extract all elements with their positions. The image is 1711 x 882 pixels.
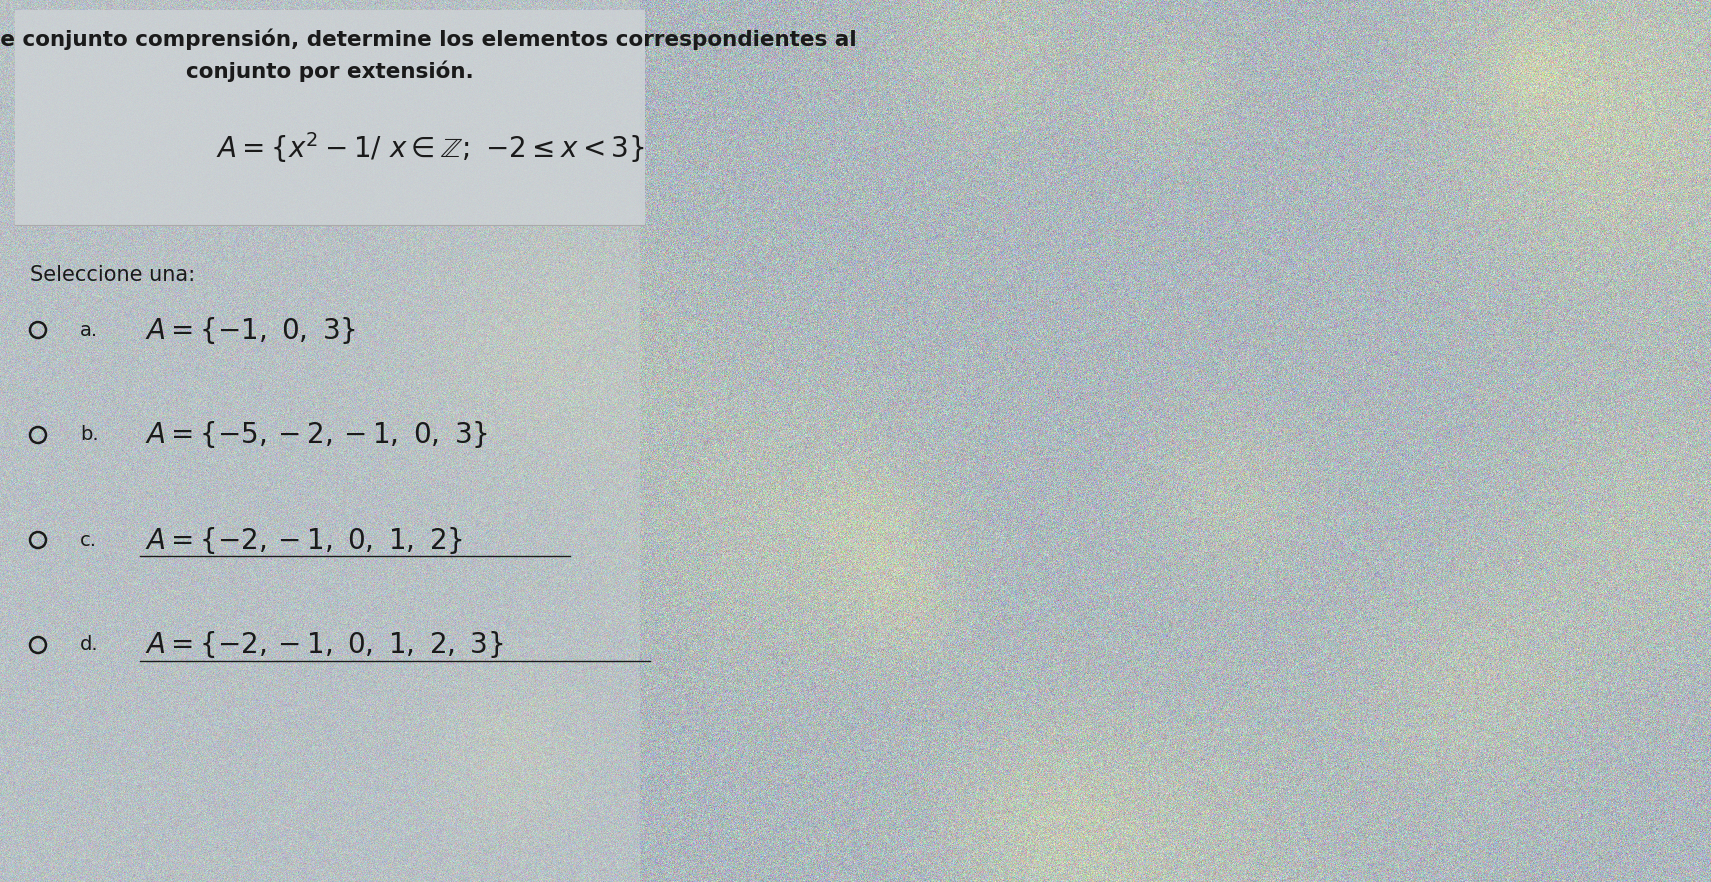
Text: a.: a. [80, 320, 98, 340]
Text: $A = \{-1,\ 0,\ 3\}$: $A = \{-1,\ 0,\ 3\}$ [145, 315, 356, 346]
Text: $A = \{-2, -1,\ 0,\ 1,\ 2,\ 3\}$: $A = \{-2, -1,\ 0,\ 1,\ 2,\ 3\}$ [145, 630, 503, 661]
Text: conjunto por extensión.: conjunto por extensión. [186, 60, 474, 81]
Text: $A = \{-5, -2, -1,\ 0,\ 3\}$: $A = \{-5, -2, -1,\ 0,\ 3\}$ [145, 420, 488, 451]
Text: $A = \{x^2 - 1/\ x \in \mathbb{Z};\ {-2} \leq x < 3\}$: $A = \{x^2 - 1/\ x \in \mathbb{Z};\ {-2}… [216, 131, 645, 166]
Text: c.: c. [80, 530, 98, 549]
Text: b.: b. [80, 425, 99, 445]
FancyBboxPatch shape [15, 10, 645, 225]
Text: d.: d. [80, 636, 99, 654]
Text: Dado el siguiente conjunto comprensión, determine los elementos correspondientes: Dado el siguiente conjunto comprensión, … [0, 28, 857, 49]
Text: $A = \{-2, -1,\ 0,\ 1,\ 2\}$: $A = \{-2, -1,\ 0,\ 1,\ 2\}$ [145, 525, 464, 556]
Text: Seleccione una:: Seleccione una: [31, 265, 195, 285]
